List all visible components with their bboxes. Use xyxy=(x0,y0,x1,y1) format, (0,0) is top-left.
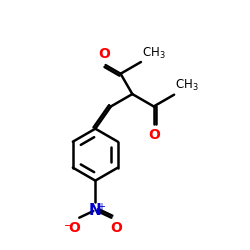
Text: O: O xyxy=(68,222,80,235)
Text: O: O xyxy=(98,47,110,61)
Text: CH$_3$: CH$_3$ xyxy=(175,78,199,94)
Text: CH$_3$: CH$_3$ xyxy=(142,46,166,61)
Text: O: O xyxy=(110,222,122,235)
Text: −: − xyxy=(64,222,73,232)
Text: N: N xyxy=(89,203,102,218)
Text: +: + xyxy=(97,202,105,212)
Text: O: O xyxy=(148,128,160,142)
